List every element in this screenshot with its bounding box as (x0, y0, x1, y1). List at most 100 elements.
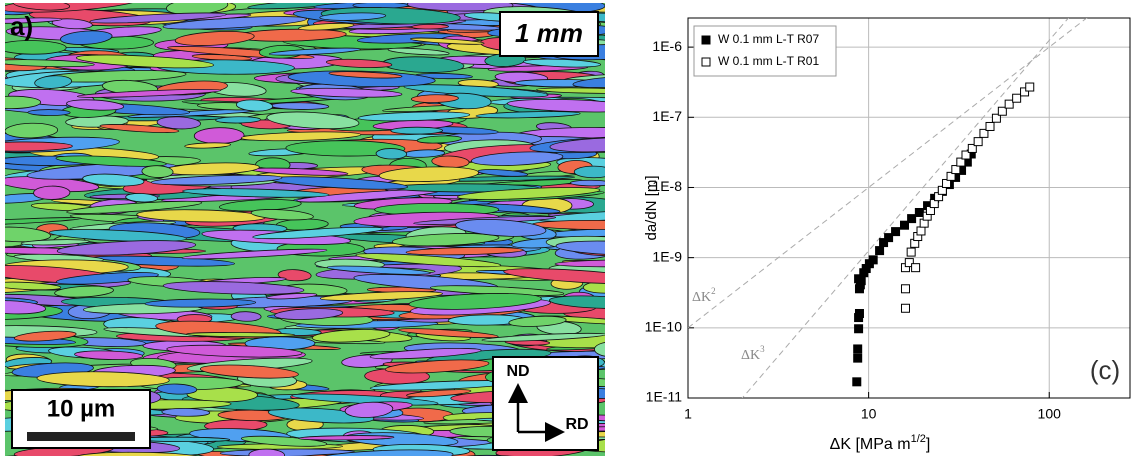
grain (5, 281, 62, 291)
map-overlay: a) 1 mm 10 µm ND RD (10, 11, 599, 451)
grain (82, 173, 145, 187)
x-label-text: ΔK [MPa m (830, 436, 911, 453)
grain (549, 137, 605, 153)
reference-line (741, 18, 1070, 398)
grain (398, 328, 499, 339)
data-point (1025, 82, 1035, 92)
grain (162, 281, 305, 295)
data-point (1004, 99, 1014, 109)
x-tick-label: 1 (684, 406, 692, 422)
data-point (906, 247, 916, 257)
grain (344, 401, 394, 418)
chart: da/dN [m] ΔK [MPa m1/2] (c) 1E-11 1E-10 1E… (643, 17, 1131, 453)
grain (55, 155, 167, 167)
tag-box (499, 11, 599, 57)
grain (99, 124, 180, 133)
grain (51, 18, 93, 30)
plot-frame (687, 17, 1131, 399)
data-point (951, 165, 961, 175)
grain (59, 30, 113, 45)
x-tick-label: 10 (861, 406, 877, 422)
grain (408, 293, 542, 310)
data-point (875, 246, 885, 256)
scale-label: 10 µm (47, 395, 116, 422)
grain (248, 448, 285, 456)
grain (390, 126, 444, 135)
grain (570, 179, 605, 187)
grain (156, 383, 198, 395)
grain (411, 23, 449, 30)
grain (285, 140, 406, 157)
data-point (916, 226, 926, 236)
grain (378, 166, 479, 183)
grain (5, 141, 73, 152)
grain (554, 259, 605, 268)
reference-label: ΔK3 (741, 344, 765, 363)
y-tick-label: 1E-10 (645, 319, 683, 335)
grain (215, 116, 261, 124)
data-point (985, 121, 995, 131)
grain (549, 295, 605, 309)
grain (5, 17, 63, 24)
grain (240, 131, 362, 142)
grain (357, 111, 471, 122)
grain (49, 229, 187, 242)
grain (5, 95, 42, 110)
grain (144, 298, 257, 308)
data-point (891, 227, 901, 237)
data-point (900, 284, 910, 294)
reference-label-text: ΔK (741, 348, 760, 363)
data-point (1020, 87, 1030, 97)
grain (594, 341, 605, 358)
nd-label: ND (506, 363, 529, 380)
grain (387, 47, 450, 56)
grain (182, 188, 330, 198)
grain (458, 454, 549, 456)
grain (391, 233, 500, 247)
grain (5, 226, 51, 243)
grain (5, 59, 95, 68)
x-axis-label: ΔK [MPa m1/2] (830, 433, 931, 453)
grain (325, 58, 393, 68)
grain (193, 127, 245, 144)
grain (5, 217, 82, 227)
data-point (1012, 93, 1022, 103)
grain (573, 165, 605, 179)
data-point (899, 220, 909, 230)
grain (311, 449, 454, 456)
grain (508, 315, 567, 327)
rd-label: RD (565, 416, 588, 433)
grain (13, 330, 77, 342)
grain (375, 148, 408, 160)
legend-marker (701, 57, 711, 67)
grain (328, 71, 403, 79)
grain (369, 347, 482, 360)
data-point (991, 113, 1001, 123)
grain (319, 291, 443, 301)
grain (66, 99, 125, 111)
grain (355, 253, 502, 268)
y-axis-label: da/dN [m] (643, 175, 660, 240)
data-point (884, 233, 894, 243)
scale-bar (27, 432, 135, 441)
reference-exponent: 3 (760, 344, 765, 354)
grain (410, 94, 459, 103)
grain (503, 268, 605, 285)
grain (326, 265, 431, 275)
grain (268, 47, 361, 56)
grain (311, 329, 391, 343)
grain (555, 240, 605, 256)
grain (27, 109, 71, 116)
reference-label-text: ΔK (692, 290, 711, 305)
y-tick-label: 1E-9 (652, 248, 682, 264)
grain (185, 332, 296, 338)
grain (406, 389, 472, 398)
grain (384, 359, 490, 374)
data-point (967, 143, 977, 153)
grain (5, 122, 59, 139)
y-tick-label: 1E-7 (652, 108, 682, 124)
data-point (853, 353, 863, 363)
panel-label: a) (10, 11, 33, 41)
legend-label: W 0.1 mm L-T R01 (718, 54, 819, 68)
